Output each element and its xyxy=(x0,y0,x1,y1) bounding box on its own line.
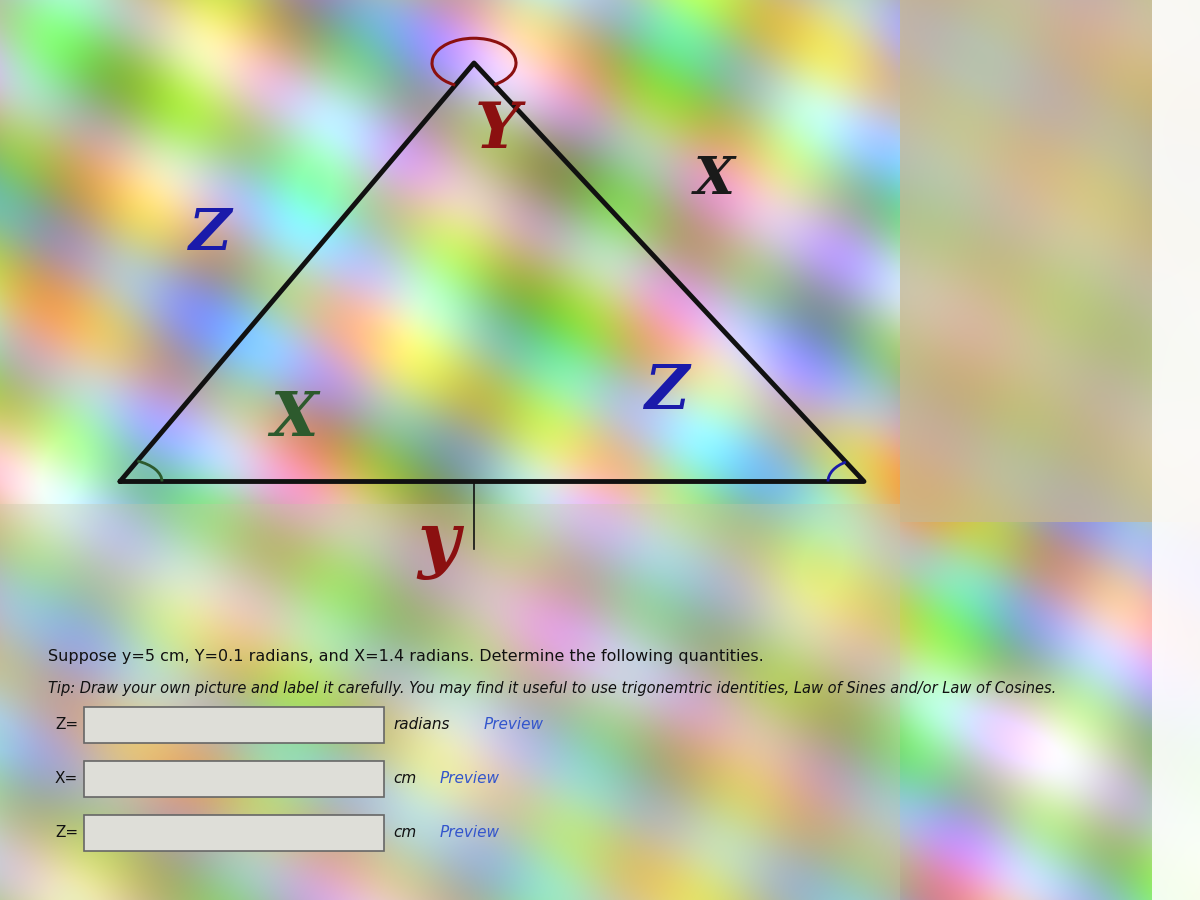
Text: X=: X= xyxy=(55,771,78,786)
Text: X: X xyxy=(694,155,734,205)
FancyBboxPatch shape xyxy=(84,814,384,850)
Text: Z=: Z= xyxy=(55,825,78,840)
Bar xyxy=(900,0,1200,522)
Bar xyxy=(0,504,900,900)
FancyBboxPatch shape xyxy=(84,706,384,742)
Bar xyxy=(1152,0,1200,900)
Text: Suppose y=5 cm, Y=0.1 radians, and X=1.4 radians. Determine the following quanti: Suppose y=5 cm, Y=0.1 radians, and X=1.4… xyxy=(48,650,763,664)
Text: radians: radians xyxy=(394,717,450,732)
Text: Preview: Preview xyxy=(484,717,544,732)
Text: X: X xyxy=(270,389,318,448)
Text: Y: Y xyxy=(475,100,521,161)
Text: cm: cm xyxy=(394,771,416,786)
Text: Z=: Z= xyxy=(55,717,78,732)
Text: Preview: Preview xyxy=(439,825,499,840)
Text: Z: Z xyxy=(188,206,232,262)
Text: Z: Z xyxy=(643,362,689,421)
Text: y: y xyxy=(418,509,458,580)
Text: cm: cm xyxy=(394,825,416,840)
Text: Tip: Draw your own picture and label it carefully. You may find it useful to use: Tip: Draw your own picture and label it … xyxy=(48,681,1056,696)
FancyBboxPatch shape xyxy=(84,760,384,796)
Text: Preview: Preview xyxy=(439,771,499,786)
